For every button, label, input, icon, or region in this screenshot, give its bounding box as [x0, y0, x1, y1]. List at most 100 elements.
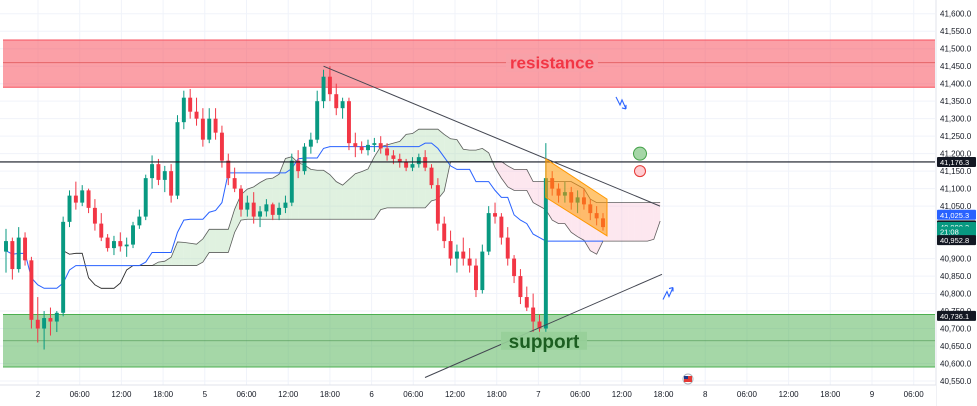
candle-down: [334, 83, 339, 116]
candle-body: [137, 216, 142, 226]
candle-down: [353, 132, 358, 158]
cloud-segment: [609, 202, 616, 242]
candle-up: [321, 69, 326, 109]
candle-down: [493, 202, 498, 224]
price-badge-bg: [937, 156, 976, 167]
candle-body: [524, 297, 529, 308]
candle-body: [366, 144, 370, 151]
price-badge: 41,176.3: [937, 156, 976, 167]
candle-body: [169, 171, 174, 196]
candle-body: [289, 160, 294, 203]
price-tick-label: 40,900.0: [940, 255, 972, 264]
candle-body: [327, 76, 332, 95]
us-flag-canton-icon: [684, 376, 688, 379]
cloud-segment: [368, 156, 375, 220]
candle-body: [118, 241, 123, 247]
candle-down: [73, 181, 78, 210]
candle-down: [188, 88, 193, 119]
candle-body: [505, 237, 510, 259]
candle-down: [118, 232, 123, 252]
cloud-segment: [348, 173, 356, 220]
candle-body: [23, 237, 28, 261]
cloud-segment: [437, 129, 445, 200]
candle-body: [16, 237, 21, 270]
candle-body: [175, 122, 180, 196]
candle-down: [10, 237, 15, 280]
time-tick-label: 06:00: [403, 390, 424, 399]
candle-down: [474, 258, 478, 298]
time-tick-label: 18:00: [653, 390, 674, 399]
down-arrow-icon[interactable]: [615, 96, 627, 110]
candle-body: [226, 160, 231, 179]
candle-up: [124, 237, 129, 257]
cloud-segment: [158, 261, 165, 266]
candle-body: [308, 139, 313, 147]
cloud-segment: [190, 243, 197, 266]
candle-down: [518, 269, 523, 305]
up-arrow-icon[interactable]: [662, 287, 674, 300]
cloud-segment: [450, 138, 457, 162]
time-axis[interactable]: 2 06:00 12:00 18:00 5 06:00 12:00 18:00 6 06:00 12…: [0, 384, 936, 406]
time-tick-label: 06:00: [570, 390, 591, 399]
candle-body: [416, 157, 421, 165]
cloud-segment: [412, 129, 419, 208]
bear-flag-box[interactable]: [545, 157, 608, 237]
candle-body: [67, 195, 72, 222]
cloud-segment: [647, 202, 654, 242]
cloud-segment: [444, 134, 451, 192]
cloud-segment: [380, 144, 388, 210]
price-axis[interactable]: 41,600.0 41,550.0 41,500.0 41,450.0 41,400.0…: [935, 0, 977, 406]
cloud-segment: [406, 133, 413, 208]
cloud-segment: [533, 181, 540, 207]
candle-body: [270, 204, 275, 215]
candle-body: [73, 195, 78, 203]
candle-body: [42, 318, 47, 329]
candle-body: [378, 143, 383, 149]
time-tick-label: 12:00: [779, 390, 800, 399]
candle-down: [23, 232, 28, 266]
candle-body: [543, 178, 548, 329]
time-tick-label: 12:00: [445, 390, 466, 399]
cloud-segment: [342, 179, 349, 220]
candle-body: [213, 118, 218, 133]
candle-body: [124, 244, 129, 247]
cloud-segment: [387, 143, 394, 208]
cloud-segment: [171, 241, 178, 266]
candle-body: [207, 118, 212, 140]
cloud-segment: [482, 148, 489, 162]
cloud-segment: [495, 161, 502, 179]
candle-body: [92, 207, 97, 224]
candle-up: [137, 209, 142, 229]
ascending-trendline[interactable]: [424, 273, 663, 378]
price-badge-label: 40,952.8: [940, 236, 969, 245]
price-badge-bg: [937, 209, 976, 220]
cloud-segment: [177, 241, 184, 266]
cloud-segment: [634, 202, 642, 242]
price-tick-label: 41,450.0: [940, 62, 972, 71]
candle-body: [264, 204, 269, 212]
candle-body: [283, 202, 288, 208]
candle-body: [61, 221, 66, 313]
price-tick-label: 41,150.0: [940, 167, 972, 176]
time-tick-label: 12:00: [111, 390, 132, 399]
cloud-segment: [628, 202, 635, 242]
cloud-segment: [526, 169, 534, 203]
price-badge: 41,025.3: [937, 209, 976, 220]
candle-body: [461, 251, 466, 259]
cloud-segment: [215, 229, 222, 253]
cloud-segment: [622, 202, 629, 242]
candle-down: [505, 227, 510, 266]
time-tick-label: 06:00: [737, 390, 758, 399]
price-tick-label: 40,550.0: [940, 377, 972, 386]
candle-up: [315, 90, 320, 144]
cloud-segment: [361, 168, 369, 220]
candle-down: [296, 150, 301, 179]
green-circle-marker[interactable]: [633, 146, 647, 161]
candle-body: [277, 207, 282, 215]
candle-up: [143, 174, 148, 221]
descending-trendline[interactable]: [323, 65, 661, 207]
cloud-segment: [202, 229, 210, 263]
drawings[interactable]: [0, 65, 935, 385]
red-circle-marker[interactable]: [634, 165, 646, 178]
